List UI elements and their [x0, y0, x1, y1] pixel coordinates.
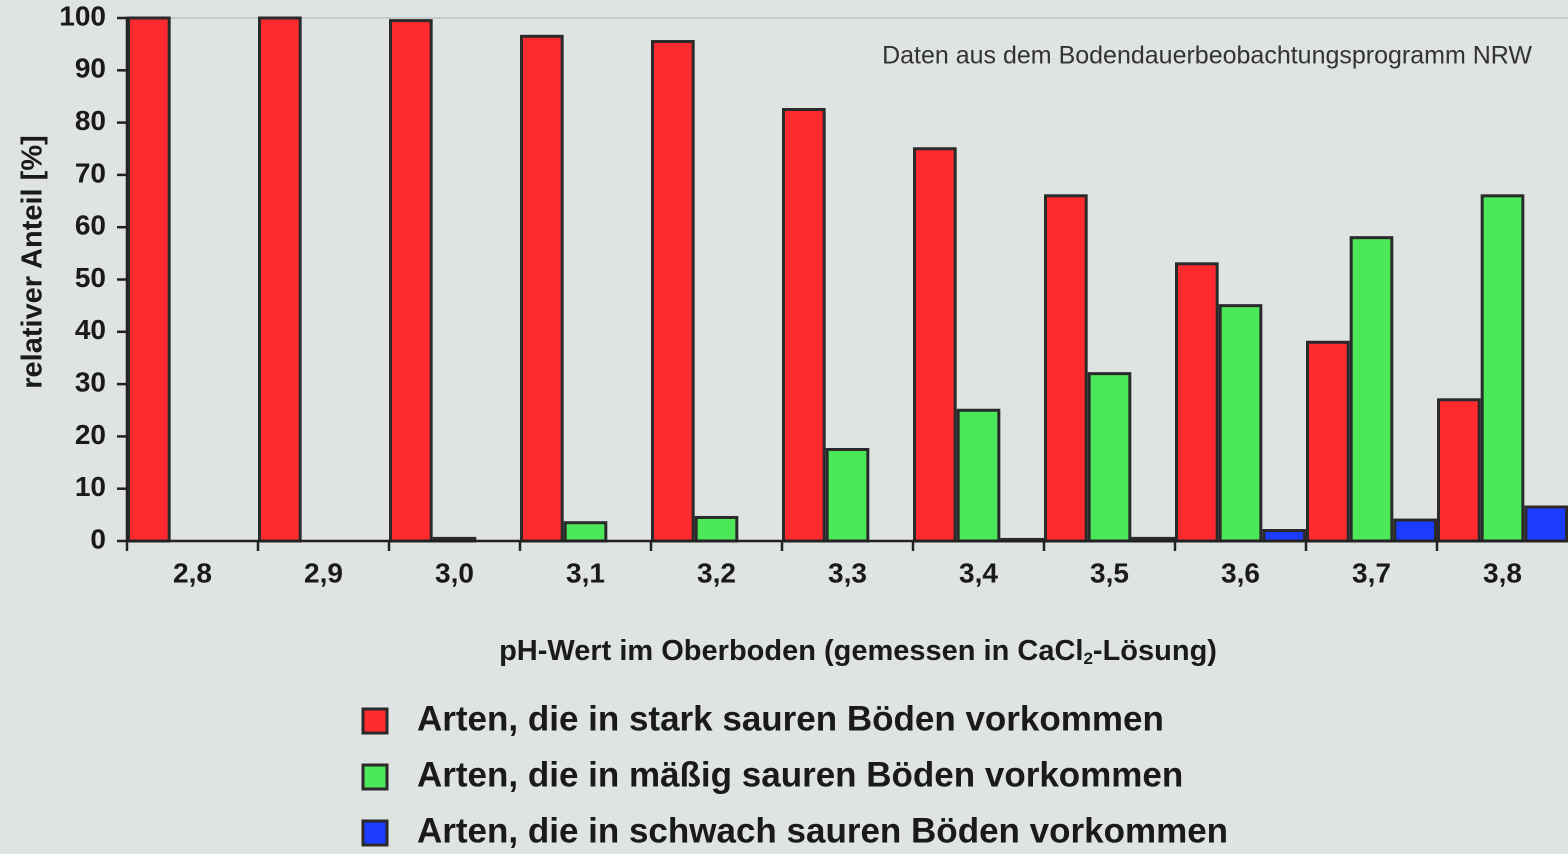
bar: [1087, 372, 1132, 543]
bar: [1349, 236, 1394, 543]
legend-swatch: [361, 707, 389, 735]
bar: [913, 147, 957, 543]
y-tick-label: 50: [75, 262, 106, 293]
y-tick-label: 100: [59, 0, 106, 31]
legend-swatch: [361, 819, 389, 847]
bar: [1524, 505, 1568, 543]
x-tick-label: 3,5: [1090, 557, 1129, 588]
bar: [1437, 398, 1481, 543]
y-tick-label: 10: [75, 471, 106, 502]
legend-label: Arten, die in mäßig sauren Böden vorkomm…: [417, 755, 1183, 794]
x-axis-label-sub: 2: [1083, 649, 1092, 668]
y-tick-label: 20: [75, 419, 106, 450]
bar: [127, 16, 171, 543]
bar: [1480, 194, 1525, 543]
y-tick-label: 70: [75, 157, 106, 188]
bar: [563, 521, 608, 543]
x-axis-label-part: pH-Wert im Oberboden (gemessen in CaCl: [499, 635, 1083, 667]
y-tick-label: 60: [75, 210, 106, 241]
x-tick-label: 3,2: [697, 557, 736, 588]
y-axis-label: relativer Anteil [%]: [17, 135, 49, 389]
bar: [258, 16, 302, 543]
bar: [694, 515, 739, 543]
annotation: Daten aus dem Bodendauerbeobachtungsprog…: [882, 42, 1532, 70]
bar: [520, 34, 564, 543]
x-tick-label: 2,8: [173, 557, 212, 588]
x-tick-label: 3,0: [435, 557, 474, 588]
bar: [389, 19, 433, 543]
y-tick-label: 30: [75, 366, 106, 397]
x-axis-label-part: -Lösung): [1093, 635, 1217, 667]
legend-label: Arten, die in schwach sauren Böden vorko…: [417, 811, 1228, 850]
x-tick-label: 3,6: [1221, 557, 1260, 588]
x-tick-label: 2,9: [304, 557, 343, 588]
bar: [825, 447, 870, 543]
y-tick-label: 80: [75, 105, 106, 136]
bar: [1393, 518, 1438, 543]
bar: [1044, 194, 1088, 543]
legend-swatch: [361, 763, 389, 791]
x-tick-label: 3,3: [828, 557, 867, 588]
x-tick-label: 3,1: [566, 557, 605, 588]
y-tick-label: 90: [75, 53, 106, 84]
legend-label: Arten, die in stark sauren Böden vorkomm…: [417, 699, 1164, 738]
x-axis-label: pH-Wert im Oberboden (gemessen in CaCl2-…: [499, 635, 1217, 669]
y-tick-label: 0: [90, 523, 106, 554]
y-tick-label: 40: [75, 314, 106, 345]
x-tick-label: 3,8: [1483, 557, 1522, 588]
bar: [651, 40, 695, 543]
bar: [956, 408, 1001, 543]
bar: [1218, 304, 1263, 543]
bar: [1306, 340, 1350, 543]
x-tick-label: 3,4: [959, 557, 998, 588]
x-tick-label: 3,7: [1352, 557, 1391, 588]
bar: [782, 108, 826, 543]
bar: [1175, 262, 1219, 543]
bar: [1262, 529, 1307, 543]
